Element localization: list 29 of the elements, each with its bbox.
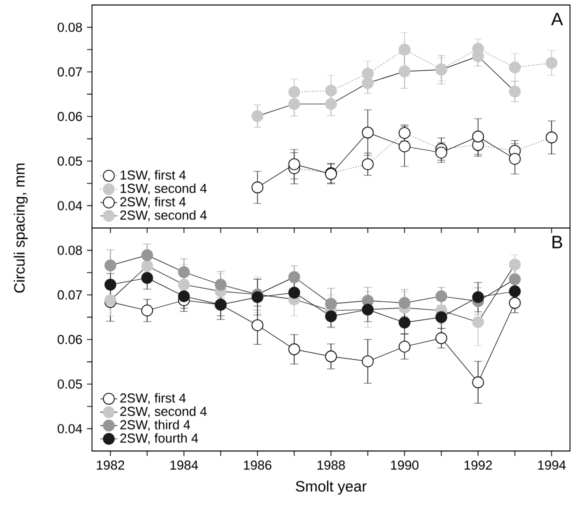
- x-tick-label: 1982: [96, 460, 124, 470]
- x-tick-label: 1994: [538, 460, 566, 470]
- y-tick-label: 0.06: [58, 112, 82, 122]
- y-tick-label: 0.08: [58, 246, 82, 255]
- annotation: B: [552, 236, 562, 248]
- y-tick-label: 0.07: [58, 290, 82, 300]
- legend-label: 2SW, first 4: [120, 196, 186, 208]
- y-tick-label: 0.06: [58, 334, 82, 344]
- x-tick-label: 1984: [170, 460, 198, 470]
- y-axis-title: Circuli spacing, mm: [14, 164, 28, 293]
- y-tick-label: 0.05: [58, 379, 82, 389]
- legend-label: 2SW, second 4: [120, 406, 207, 418]
- x-tick-label: 1990: [391, 460, 418, 470]
- annotation: A: [551, 12, 564, 26]
- legend-label: 1SW, second 4: [120, 183, 207, 195]
- y-tick-label: 0.04: [58, 201, 82, 210]
- y-tick-label: 0.08: [58, 22, 82, 32]
- legend-label: 2SW, first 4: [120, 393, 186, 404]
- y-tick-label: 0.04: [58, 424, 82, 434]
- legend-label: 2SW, second 4: [120, 210, 207, 222]
- x-tick-label: 1992: [464, 460, 492, 470]
- legend-label: 1SW, first 4: [120, 170, 186, 182]
- x-tick-label: 1986: [244, 460, 272, 470]
- x-axis-title: Smolt year: [296, 480, 367, 495]
- y-tick-label: 0.05: [58, 156, 82, 166]
- legend-label: 2SW, third 4: [120, 420, 190, 431]
- legend-label: 2SW, fourth 4: [120, 433, 198, 444]
- x-tick-label: 1988: [318, 460, 345, 470]
- y-tick-label: 0.07: [58, 67, 82, 76]
